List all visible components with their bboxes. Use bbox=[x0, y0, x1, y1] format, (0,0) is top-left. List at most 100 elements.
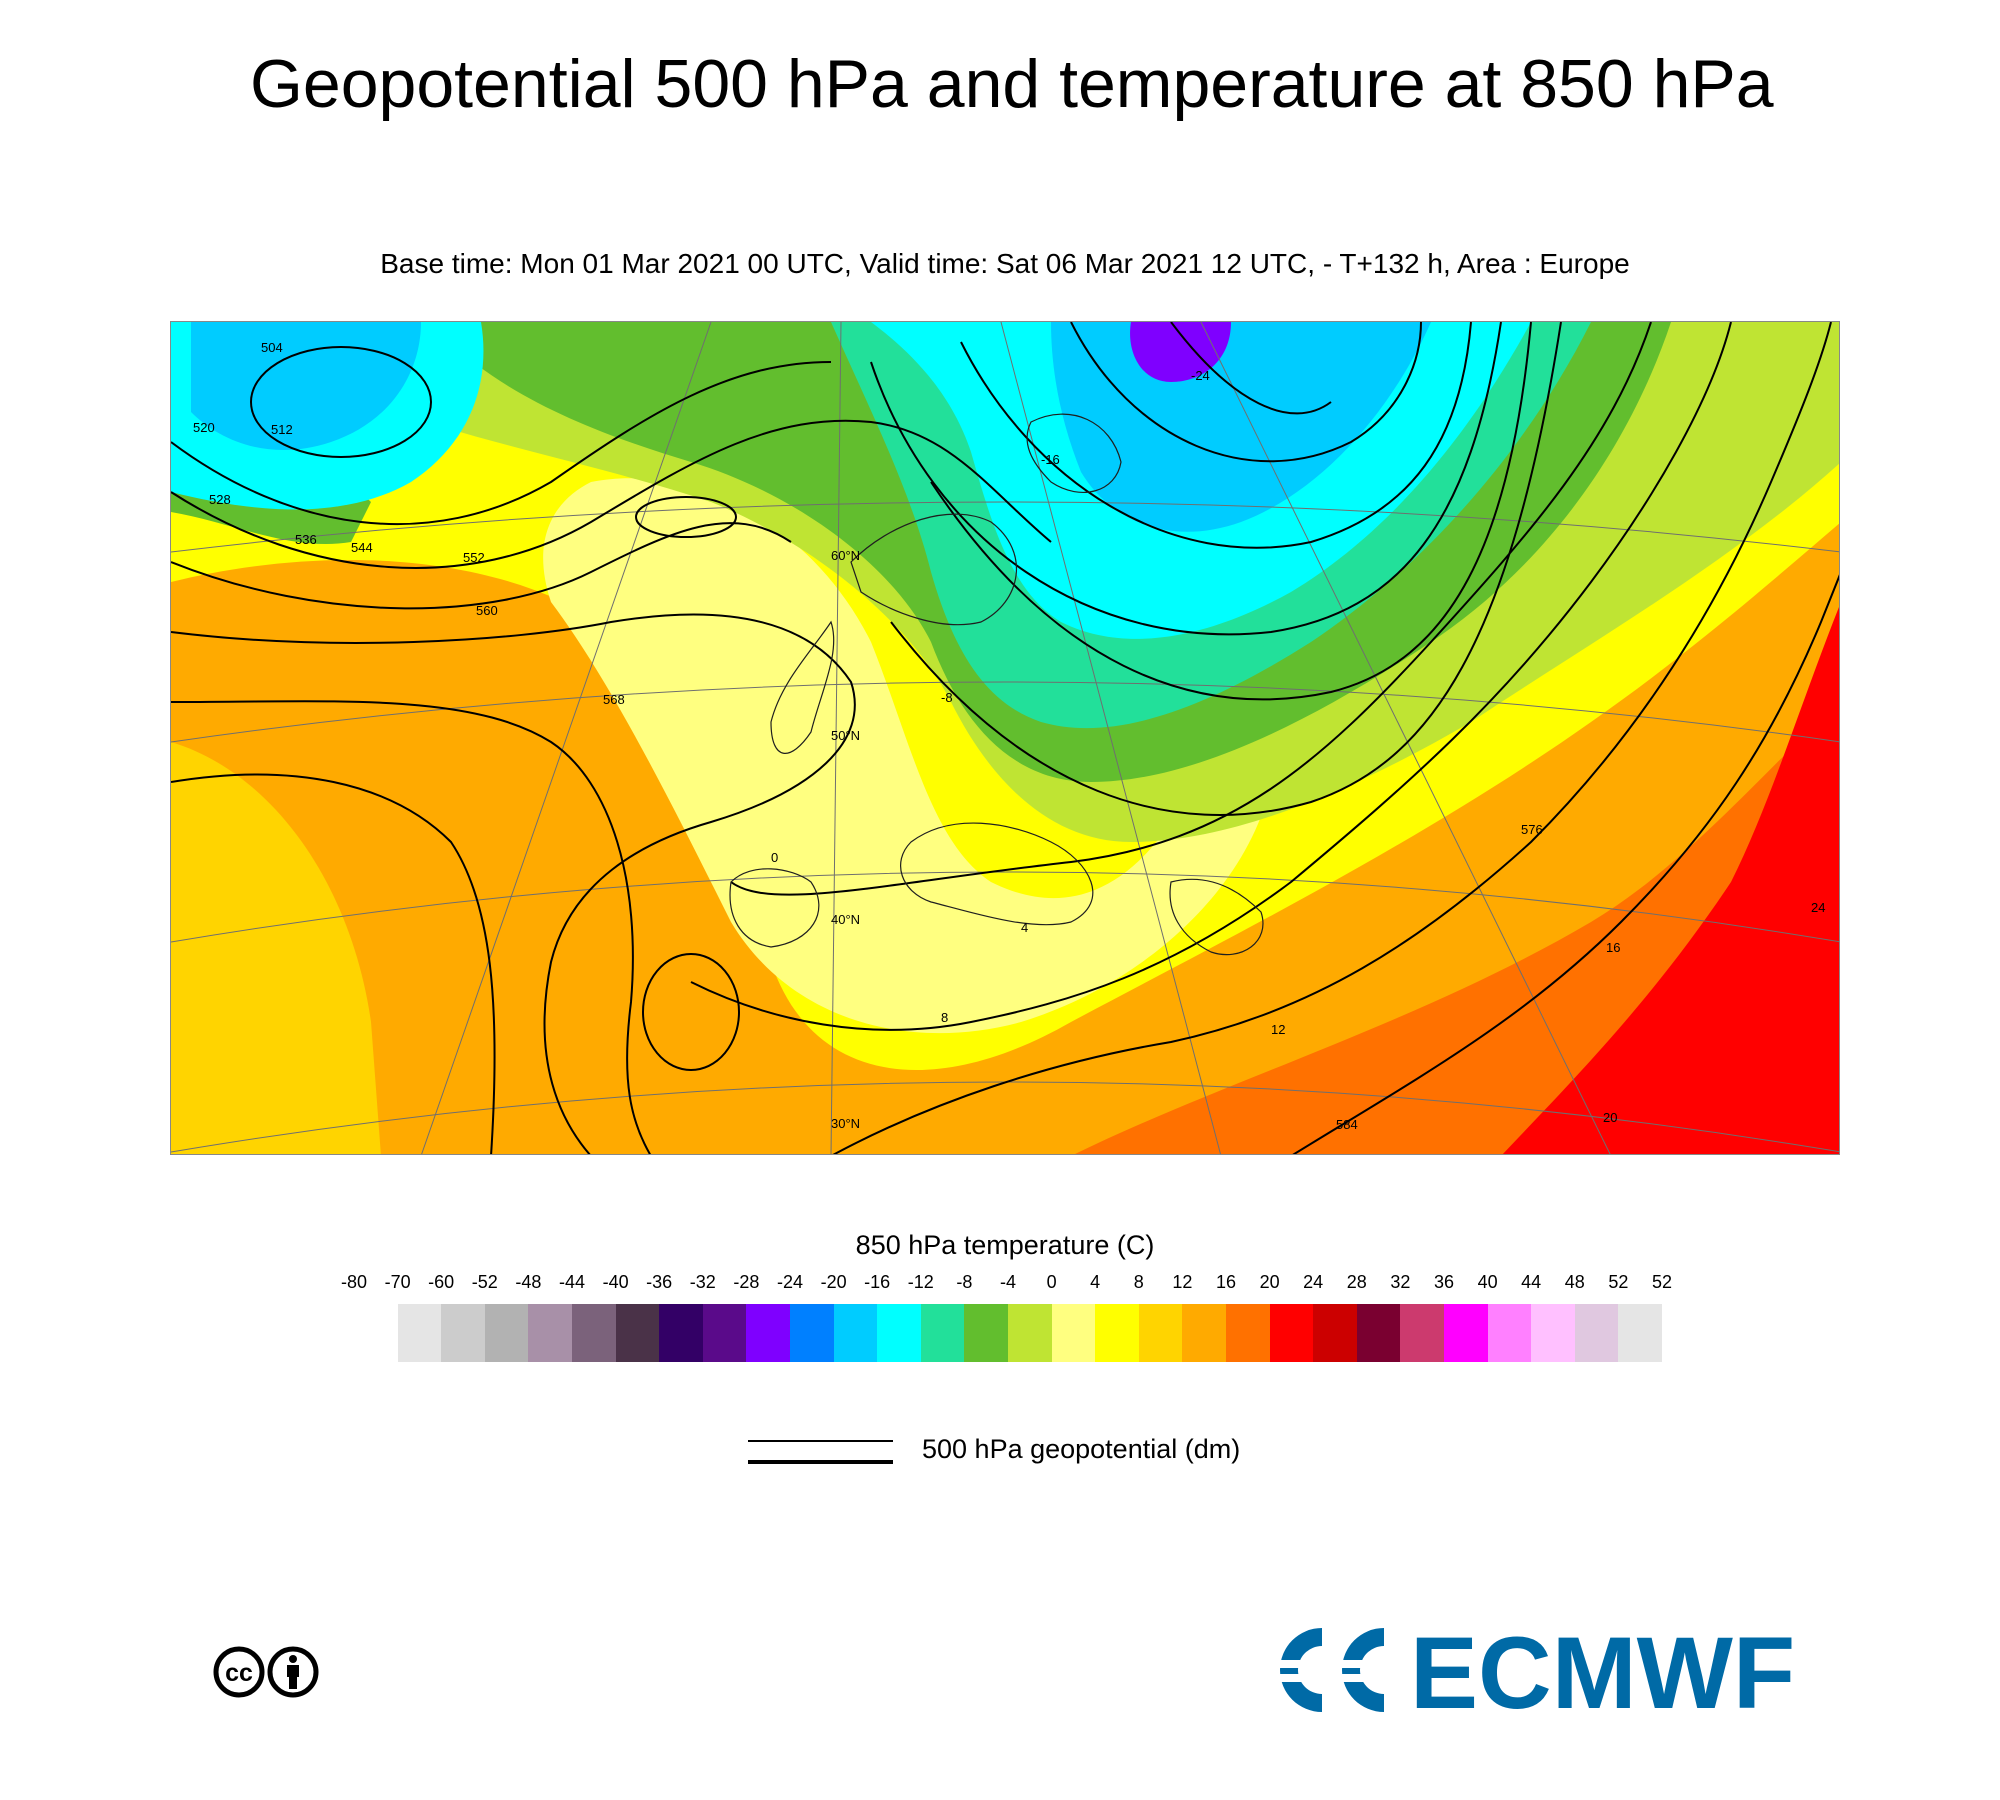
temp-label-24: 24 bbox=[1811, 900, 1825, 915]
legend-color-swatch bbox=[790, 1304, 835, 1362]
temp-label-minus8: -8 bbox=[941, 690, 953, 705]
legend-color-swatch bbox=[528, 1304, 573, 1362]
legend-color-swatch bbox=[484, 1304, 529, 1362]
legend-tick: 8 bbox=[1133, 1272, 1144, 1292]
legend-tick: 20 bbox=[1259, 1272, 1280, 1292]
legend-tick: -48 bbox=[515, 1272, 542, 1292]
legend-color-swatch bbox=[1095, 1304, 1140, 1362]
legend-tick: -8 bbox=[956, 1272, 973, 1292]
contour-label-544: 544 bbox=[351, 540, 373, 555]
contour-label-520: 520 bbox=[193, 420, 215, 435]
legend-tick: -24 bbox=[776, 1272, 804, 1292]
legend-color-swatch bbox=[1574, 1304, 1619, 1362]
legend-color-swatch bbox=[833, 1304, 878, 1362]
legend-color-swatch bbox=[920, 1304, 965, 1362]
legend-color-swatch bbox=[1531, 1304, 1576, 1362]
legend-tick: 48 bbox=[1564, 1272, 1585, 1292]
ecmwf-wordmark: ECMWF bbox=[1410, 1624, 1795, 1716]
contour-label-536: 536 bbox=[295, 532, 317, 547]
legend-tick: -20 bbox=[820, 1272, 847, 1292]
lat-label-30n: 30°N bbox=[831, 1116, 860, 1131]
cc-icon-text: cc bbox=[225, 1659, 253, 1687]
legend-color-swatch bbox=[572, 1304, 617, 1362]
legend-color-swatch bbox=[615, 1304, 660, 1362]
temp-field-blue-west-core bbox=[191, 322, 421, 451]
legend-color-swatch bbox=[877, 1304, 922, 1362]
temperature-colorbar bbox=[0, 1304, 2000, 1362]
legend-tick: 40 bbox=[1477, 1272, 1498, 1292]
legend-color-swatch bbox=[1051, 1304, 1096, 1362]
legend-tick: 52 bbox=[1651, 1272, 1673, 1292]
legend-color-swatch bbox=[746, 1304, 791, 1362]
temp-label-minus16: -16 bbox=[1041, 452, 1060, 467]
run-info-subtitle: Base time: Mon 01 Mar 2021 00 UTC, Valid… bbox=[380, 248, 1630, 279]
legend-tick: 0 bbox=[1046, 1272, 1057, 1292]
contour-line-sample bbox=[748, 1436, 893, 1466]
legend-color-swatch bbox=[1269, 1304, 1314, 1362]
legend-color-swatch bbox=[659, 1304, 704, 1362]
temp-label-16: 16 bbox=[1606, 940, 1620, 955]
lat-label-40n: 40°N bbox=[831, 912, 860, 927]
legend-tick: -44 bbox=[558, 1272, 586, 1292]
legend-color-swatch bbox=[1313, 1304, 1358, 1362]
legend-tick: 12 bbox=[1172, 1272, 1193, 1292]
legend-color-swatch bbox=[441, 1304, 486, 1362]
contour-label-568: 568 bbox=[603, 692, 625, 707]
legend-tick: -52 bbox=[471, 1272, 498, 1292]
contour-label-512: 512 bbox=[271, 422, 293, 437]
legend-color-swatch bbox=[702, 1304, 747, 1362]
temp-label-20: 20 bbox=[1603, 1110, 1617, 1125]
legend-color-swatch bbox=[1182, 1304, 1227, 1362]
temperature-legend-ticks: -80 -70 -60 -52 -48 -44 -40 -36 -32 -28 -24 -20 -16-… bbox=[0, 1272, 2000, 1296]
legend-color-swatch bbox=[964, 1304, 1009, 1362]
page-title: Geopotential 500 hPa and temperature at … bbox=[250, 46, 1774, 122]
temp-field-skyblue bbox=[1051, 322, 1431, 532]
legend-color-swatch bbox=[1226, 1304, 1271, 1362]
legend-color-swatch bbox=[1487, 1304, 1532, 1362]
weather-map[interactable]: 504 512 520 528 536 544 552 560 568 576 … bbox=[170, 321, 1840, 1155]
temp-label-8: 8 bbox=[941, 1010, 948, 1025]
contour-label-560: 560 bbox=[476, 603, 498, 618]
legend-tick: -32 bbox=[689, 1272, 716, 1292]
legend-tick: -16 bbox=[864, 1272, 891, 1292]
contour-legend-label: 500 hPa geopotential (dm) bbox=[922, 1434, 1241, 1464]
lat-label-50n: 50°N bbox=[831, 728, 860, 743]
legend-color-swatch bbox=[1356, 1304, 1401, 1362]
contour-label-528: 528 bbox=[209, 492, 231, 507]
contour-label-552: 552 bbox=[463, 550, 485, 565]
temp-label-0: 0 bbox=[771, 850, 778, 865]
temp-label-12: 12 bbox=[1271, 1022, 1285, 1037]
legend-tick: 36 bbox=[1433, 1272, 1455, 1292]
legend-color-swatch bbox=[1618, 1304, 1663, 1362]
legend-tick: -80 bbox=[340, 1272, 368, 1292]
contour-label-576: 576 bbox=[1521, 822, 1543, 837]
legend-tick: 44 bbox=[1521, 1272, 1542, 1292]
legend-tick: -28 bbox=[733, 1272, 760, 1292]
legend-tick: 24 bbox=[1303, 1272, 1324, 1292]
lat-label-60n: 60°N bbox=[831, 548, 860, 563]
legend-color-swatch bbox=[1400, 1304, 1445, 1362]
temp-field-hot-east bbox=[1502, 607, 1839, 1154]
legend-tick: -12 bbox=[907, 1272, 934, 1292]
contour-label-584: 584 bbox=[1336, 1117, 1358, 1132]
legend-tick: 32 bbox=[1390, 1272, 1411, 1292]
temp-field-violet bbox=[1130, 322, 1231, 382]
temp-label-4: 4 bbox=[1021, 920, 1028, 935]
legend-tick: -4 bbox=[999, 1272, 1017, 1292]
temperature-legend-title: 850 hPa temperature (C) bbox=[855, 1230, 1155, 1260]
legend-tick: 52 bbox=[1608, 1272, 1629, 1292]
cc-by-license-icon[interactable]: cc bbox=[212, 1645, 320, 1699]
temp-label-minus24: -24 bbox=[1191, 368, 1210, 383]
contour-label-504: 504 bbox=[261, 340, 283, 355]
legend-color-swatch bbox=[1138, 1304, 1183, 1362]
legend-color-swatch bbox=[1008, 1304, 1053, 1362]
ecmwf-logo[interactable]: ECMWF bbox=[1264, 1624, 1804, 1716]
legend-color-swatch bbox=[397, 1304, 442, 1362]
legend-color-swatch bbox=[1444, 1304, 1489, 1362]
legend-tick: -36 bbox=[646, 1272, 673, 1292]
legend-tick: -60 bbox=[428, 1272, 455, 1292]
temp-field-orange-sw bbox=[171, 742, 381, 1154]
legend-tick: 28 bbox=[1346, 1272, 1367, 1292]
legend-tick: 4 bbox=[1090, 1272, 1101, 1292]
legend-tick: -40 bbox=[602, 1272, 629, 1292]
